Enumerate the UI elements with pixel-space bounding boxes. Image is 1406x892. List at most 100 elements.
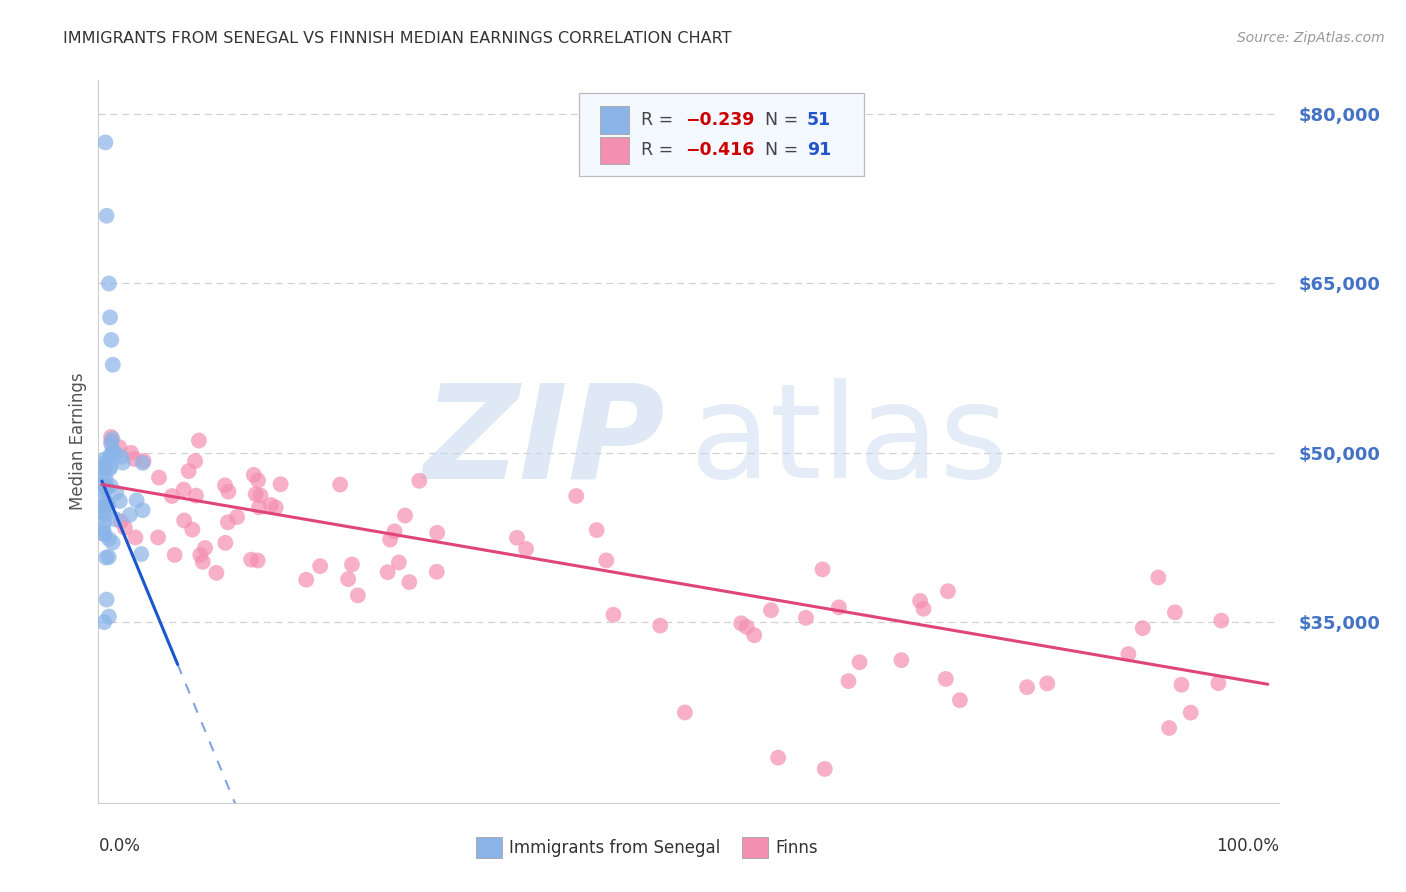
Point: [585, 523, 607, 537]
Point: [1036, 676, 1059, 690]
Text: 100.0%: 100.0%: [1216, 838, 1279, 855]
Point: [217, 516, 239, 530]
Point: [377, 565, 399, 579]
Point: [935, 672, 957, 686]
Point: [426, 525, 449, 540]
Point: [100, 437, 122, 451]
Point: [1159, 721, 1181, 735]
Point: [100, 434, 122, 449]
Point: [426, 565, 449, 579]
Point: [184, 489, 207, 503]
Point: [270, 477, 292, 491]
Point: [125, 493, 148, 508]
Point: [309, 559, 332, 574]
Point: [122, 451, 145, 466]
Point: [96, 455, 118, 469]
Point: [329, 477, 352, 491]
Point: [890, 653, 912, 667]
Point: [264, 500, 287, 515]
Point: [240, 552, 263, 566]
Point: [340, 558, 363, 572]
Point: [766, 750, 789, 764]
Point: [506, 531, 529, 545]
Point: [1017, 680, 1039, 694]
FancyBboxPatch shape: [477, 838, 502, 858]
Point: [184, 454, 207, 468]
Point: [101, 432, 124, 446]
Point: [108, 494, 131, 508]
Point: [93, 522, 115, 536]
Text: N =: N =: [754, 141, 804, 160]
Point: [217, 484, 239, 499]
Point: [837, 674, 859, 689]
Point: [101, 444, 124, 458]
Point: [114, 521, 136, 535]
Text: −0.239: −0.239: [685, 111, 755, 129]
Point: [97, 277, 120, 291]
Point: [94, 471, 117, 485]
Point: [246, 474, 269, 488]
Point: [1132, 621, 1154, 635]
Point: [91, 467, 114, 482]
Point: [515, 541, 537, 556]
Point: [93, 516, 115, 530]
Text: R =: R =: [641, 141, 678, 160]
Point: [120, 446, 142, 460]
Y-axis label: Median Earnings: Median Earnings: [69, 373, 87, 510]
Point: [132, 456, 155, 470]
Point: [347, 588, 370, 602]
Point: [912, 602, 935, 616]
Point: [730, 616, 752, 631]
Point: [337, 572, 360, 586]
Text: R =: R =: [641, 111, 678, 129]
Point: [96, 479, 118, 493]
Point: [673, 706, 696, 720]
Point: [848, 655, 870, 669]
Point: [163, 548, 186, 562]
Text: atlas: atlas: [689, 378, 1008, 505]
Point: [936, 584, 959, 599]
Point: [98, 310, 121, 325]
Point: [1147, 570, 1170, 584]
Point: [93, 452, 115, 467]
Point: [93, 484, 115, 499]
Text: Source: ZipAtlas.com: Source: ZipAtlas.com: [1237, 31, 1385, 45]
Point: [260, 498, 283, 512]
Point: [97, 550, 120, 565]
Point: [148, 470, 170, 484]
Point: [160, 489, 183, 503]
Point: [91, 500, 114, 514]
Point: [1211, 614, 1233, 628]
Point: [214, 478, 236, 492]
Point: [100, 430, 122, 444]
Point: [214, 536, 236, 550]
Point: [408, 474, 430, 488]
Point: [91, 490, 114, 504]
Point: [828, 600, 851, 615]
Point: [93, 461, 115, 475]
Point: [93, 526, 115, 541]
Point: [181, 523, 204, 537]
Point: [735, 620, 758, 634]
Point: [94, 458, 117, 472]
Point: [104, 512, 127, 526]
Point: [96, 496, 118, 510]
Point: [1164, 605, 1187, 619]
Text: N =: N =: [754, 111, 804, 129]
Point: [398, 575, 420, 590]
Point: [132, 454, 155, 468]
Point: [124, 531, 146, 545]
Point: [794, 611, 817, 625]
Point: [384, 524, 406, 539]
Point: [103, 445, 125, 459]
Point: [908, 594, 931, 608]
Point: [93, 499, 115, 513]
Point: [191, 555, 214, 569]
Point: [93, 527, 115, 541]
Text: Immigrants from Senegal: Immigrants from Senegal: [509, 838, 721, 856]
Point: [96, 592, 118, 607]
Point: [378, 533, 401, 547]
Point: [97, 609, 120, 624]
Point: [94, 507, 117, 521]
Text: −0.416: −0.416: [685, 141, 755, 160]
